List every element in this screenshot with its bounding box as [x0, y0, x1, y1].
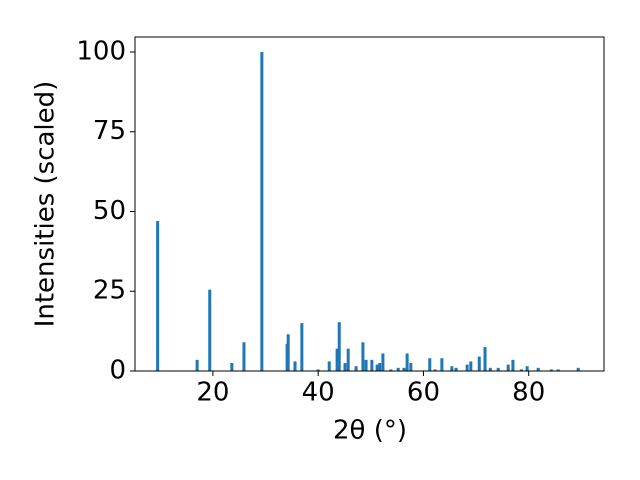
x-tick-label: 20 — [196, 378, 229, 408]
bar — [454, 367, 458, 371]
bar — [381, 353, 385, 371]
bar — [477, 356, 481, 371]
y-tick-label: 100 — [76, 36, 126, 66]
x-axis-label: 2θ (°) — [333, 416, 407, 446]
bar — [293, 361, 297, 371]
bar — [465, 364, 469, 371]
bar — [405, 353, 409, 371]
bar — [496, 367, 500, 371]
bar — [327, 361, 331, 371]
bar — [450, 366, 454, 371]
bar — [370, 359, 374, 371]
bar — [488, 367, 492, 371]
bar — [375, 364, 379, 371]
bar — [428, 358, 432, 371]
bar — [396, 367, 400, 371]
x-tick-label: 40 — [302, 378, 335, 408]
bar — [511, 359, 515, 371]
x-tick-label: 60 — [407, 378, 440, 408]
bar — [286, 334, 290, 371]
x-tick-label: 80 — [512, 378, 545, 408]
bar — [469, 361, 473, 371]
bar — [260, 51, 264, 371]
bar — [576, 367, 580, 371]
bar — [346, 348, 350, 371]
bar — [364, 359, 368, 371]
bar — [316, 369, 320, 371]
axes-frame — [134, 36, 605, 372]
y-tick-label: 25 — [93, 276, 126, 306]
y-tick-label: 50 — [93, 196, 126, 226]
y-axis-label: Intensities (scaled) — [31, 81, 61, 328]
y-tick-label: 75 — [93, 116, 126, 146]
bar — [195, 359, 199, 371]
bar — [343, 363, 347, 371]
bar — [525, 366, 529, 371]
bar — [433, 369, 437, 371]
bar — [506, 364, 510, 371]
bar — [230, 363, 234, 371]
y-tick-label: 0 — [109, 356, 126, 386]
bar — [409, 363, 413, 371]
bar — [483, 347, 487, 371]
bar — [242, 342, 246, 371]
bar — [208, 289, 212, 371]
bar — [402, 367, 406, 371]
bar — [556, 369, 560, 371]
bar — [536, 367, 540, 371]
bar — [549, 369, 553, 371]
plot-area — [156, 51, 580, 371]
bar — [361, 342, 365, 371]
bar — [156, 221, 160, 371]
bar — [378, 363, 382, 371]
bar — [440, 358, 444, 371]
bar — [389, 369, 393, 371]
bar — [300, 323, 304, 371]
bar — [337, 322, 341, 371]
bar — [519, 369, 523, 371]
bar — [335, 348, 339, 371]
bar — [354, 366, 358, 371]
